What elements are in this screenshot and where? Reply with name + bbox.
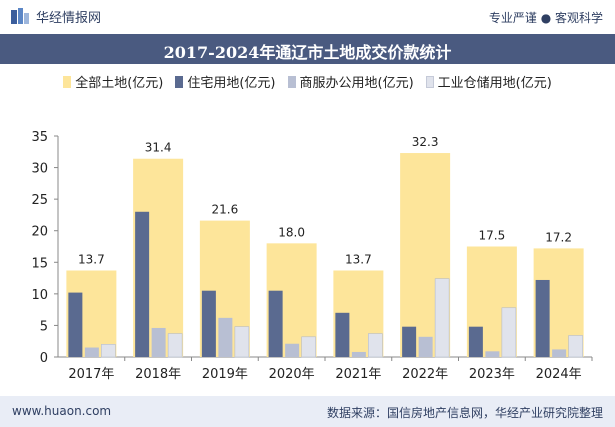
x-tick-label: 2017年 (68, 367, 114, 382)
bar-industrial (568, 335, 583, 358)
footer-website[interactable]: www.huaon.com (12, 404, 112, 418)
legend-item-total: 全部土地(亿元) (63, 72, 163, 91)
bar-commercial (151, 327, 166, 357)
bar-residential (135, 211, 150, 357)
bar-industrial (368, 333, 383, 358)
footer: www.huaon.com 数据来源：国信房地产信息网，华经产业研究院整理 (0, 396, 615, 427)
top-bar: 华经情报网 专业严谨 ● 客观科学 (0, 0, 615, 34)
data-label-total: 17.5 (479, 229, 506, 243)
x-tick-label: 2018年 (135, 367, 181, 382)
title-bar: 2017-2024年通辽市土地成交价款统计 (0, 34, 615, 64)
data-label-total: 13.7 (78, 252, 105, 266)
footer-source: 数据来源：国信房地产信息网，华经产业研究院整理 (326, 406, 603, 420)
bar-residential (201, 290, 216, 357)
bar-industrial (501, 307, 517, 358)
y-tick-label: 25 (31, 193, 48, 208)
bar-industrial (434, 278, 450, 358)
bar-residential (68, 292, 83, 357)
bar-industrial (234, 326, 250, 358)
x-tick-label: 2022年 (402, 367, 448, 382)
y-tick-label: 35 (31, 130, 48, 145)
bar-residential (402, 326, 417, 357)
data-label-total: 31.4 (145, 141, 172, 155)
bar-residential (268, 290, 283, 357)
legend: 全部土地(亿元) 住宅用地(亿元) 商服办公用地(亿元) 工业仓储用地(亿元) (0, 72, 615, 91)
y-tick-label: 5 (40, 319, 48, 334)
legend-swatch-total (63, 75, 72, 88)
data-label-total: 32.3 (412, 135, 439, 149)
legend-item-residential: 住宅用地(亿元) (175, 72, 276, 91)
x-tick-label: 2024年 (536, 367, 582, 382)
bar-residential (535, 279, 550, 357)
x-tick-label: 2019年 (202, 367, 248, 382)
tagline: 专业严谨 ● 客观科学 (488, 11, 603, 25)
chart-plot: 0 5 10 15 20 25 30 35 13.7 2017年 31.4 2018年 21.6 2019… (31, 130, 593, 382)
brand-logo-icon (11, 7, 29, 24)
bar-residential (468, 326, 483, 357)
bar-residential (335, 312, 350, 357)
bar-commercial (84, 347, 99, 357)
bar-commercial (285, 343, 300, 357)
legend-swatch-commercial (287, 75, 296, 88)
y-tick-label: 0 (40, 351, 48, 366)
legend-label-residential: 住宅用地(亿元) (187, 76, 276, 91)
bar-industrial (301, 336, 316, 358)
bar-commercial (218, 317, 233, 357)
y-tick-label: 15 (31, 256, 48, 271)
legend-label-total: 全部土地(亿元) (75, 76, 164, 91)
legend-swatch-residential (175, 75, 184, 88)
legend-label-industrial: 工业仓储用地(亿元) (437, 76, 552, 91)
data-label-total: 21.6 (212, 203, 239, 217)
bar-commercial (485, 351, 500, 357)
data-label-total: 13.7 (345, 252, 372, 266)
data-label-total: 18.0 (278, 225, 305, 239)
legend-swatch-industrial (425, 75, 434, 88)
brand-name: 华经情报网 (36, 11, 102, 26)
chart-title: 2017-2024年通辽市土地成交价款统计 (163, 43, 452, 62)
legend-item-commercial: 商服办公用地(亿元) (287, 72, 414, 91)
y-tick-label: 20 (31, 225, 48, 240)
bar-commercial (552, 349, 567, 357)
brand[interactable]: 华经情报网 (10, 7, 101, 26)
bar-industrial (167, 333, 183, 358)
x-tick-label: 2020年 (269, 367, 315, 382)
y-tick-label: 30 (31, 162, 48, 177)
legend-item-industrial: 工业仓储用地(亿元) (425, 72, 552, 91)
bar-commercial (418, 336, 433, 357)
x-tick-label: 2023年 (469, 367, 515, 382)
bar-commercial (351, 351, 366, 357)
legend-label-commercial: 商服办公用地(亿元) (299, 76, 414, 91)
data-label-total: 17.2 (545, 230, 572, 244)
bar-industrial (101, 344, 116, 358)
x-tick-label: 2021年 (335, 367, 381, 382)
y-tick-label: 10 (31, 288, 48, 303)
